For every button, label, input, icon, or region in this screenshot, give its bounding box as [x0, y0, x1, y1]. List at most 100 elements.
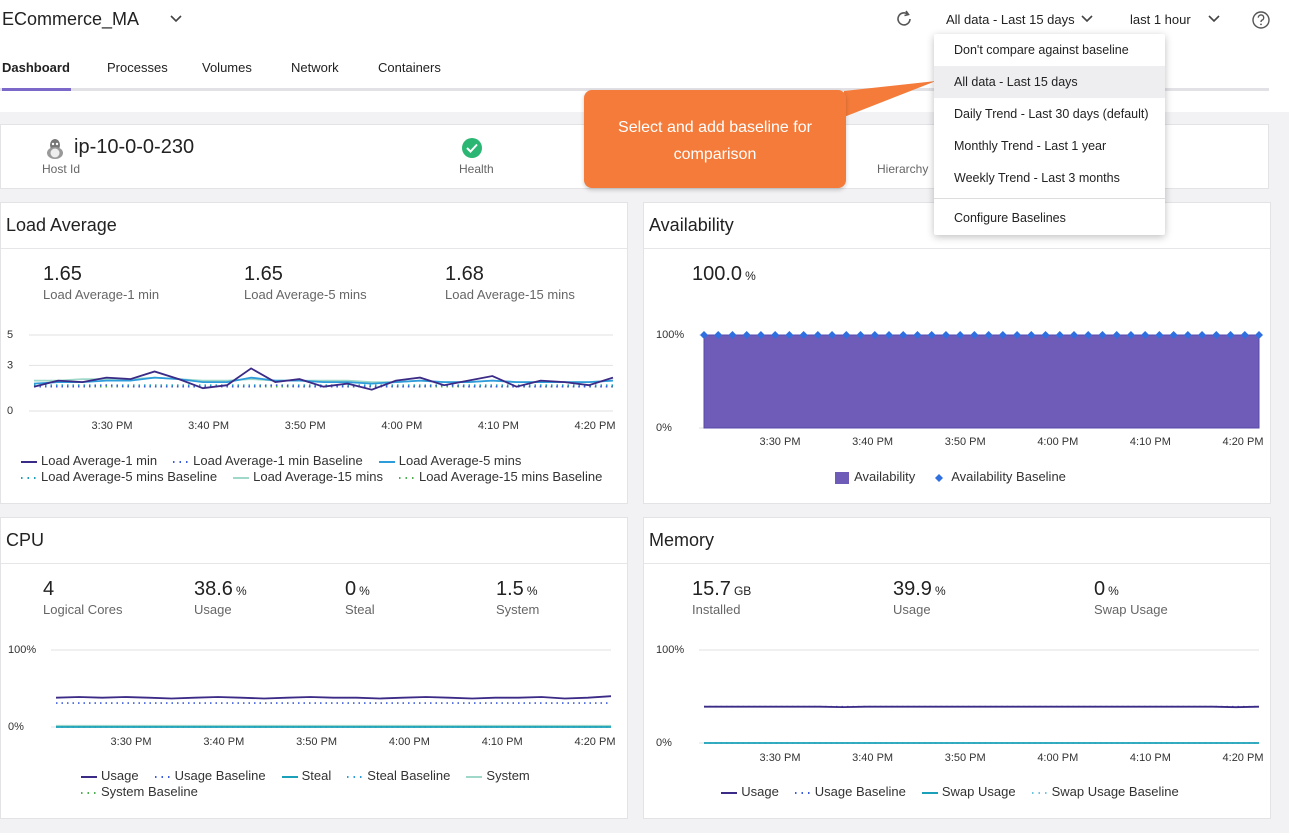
- legend-swatch: [398, 476, 415, 479]
- baseline-marker: [1084, 331, 1093, 339]
- host-id-label: Host Id: [42, 162, 81, 176]
- y-tick-label: 5: [7, 329, 13, 341]
- legend-item[interactable]: System Baseline: [81, 784, 198, 800]
- legend-item[interactable]: Load Average-1 min Baseline: [173, 453, 363, 469]
- x-tick-label: 3:30 PM: [760, 436, 801, 448]
- legend-swatch: [1031, 791, 1048, 794]
- legend-swatch: [81, 775, 97, 778]
- baseline-marker: [899, 331, 908, 339]
- tab[interactable]: Volumes: [202, 60, 252, 75]
- series-line: [33, 367, 614, 391]
- x-tick-label: 3:30 PM: [111, 736, 152, 748]
- metric-number: 4: [43, 578, 55, 600]
- baseline-chevron[interactable]: [1081, 14, 1093, 24]
- x-tick-label: 4:00 PM: [1037, 752, 1078, 764]
- legend-item[interactable]: System: [466, 768, 530, 784]
- range-chevron[interactable]: [1208, 14, 1220, 24]
- legend-item[interactable]: Load Average-15 mins: [233, 469, 383, 485]
- dropdown-item[interactable]: Configure Baselines: [954, 211, 1066, 225]
- panel-divider: [644, 248, 1270, 249]
- baseline-marker: [870, 331, 879, 339]
- tab-underline: [2, 88, 71, 91]
- legend-item[interactable]: Load Average-5 mins: [378, 453, 521, 469]
- metric-label: Usage: [893, 602, 931, 617]
- legend-label: Load Average-5 mins Baseline: [41, 469, 218, 484]
- legend-item[interactable]: Availability: [834, 469, 915, 485]
- metric-number: 1.5: [496, 578, 524, 600]
- legend-swatch: [378, 460, 395, 463]
- legend-item[interactable]: Usage: [81, 768, 139, 784]
- metric-number: 0: [1094, 578, 1106, 600]
- legend-swatch: [21, 460, 37, 463]
- legend-item[interactable]: Load Average-5 mins Baseline: [21, 469, 217, 485]
- baseline-marker: [771, 331, 780, 339]
- series-area: [703, 334, 1260, 429]
- panel-title: Memory: [649, 530, 715, 550]
- baseline-marker: [1098, 331, 1107, 339]
- refresh-icon[interactable]: [894, 9, 914, 29]
- legend-item[interactable]: Load Average-15 mins Baseline: [398, 469, 602, 485]
- help-icon[interactable]: [1251, 10, 1271, 30]
- legend-label: Usage: [101, 768, 139, 783]
- metric-unit: GB: [733, 584, 752, 598]
- legend-swatch: [835, 471, 850, 484]
- callout: Select and add baseline for comparison: [584, 90, 846, 188]
- health-icon: [462, 138, 482, 158]
- panel-title: Availability: [649, 215, 734, 235]
- legend-label: Availability: [854, 469, 916, 484]
- baseline-marker: [714, 331, 723, 339]
- health-label: Health: [459, 162, 494, 176]
- baseline-marker: [1240, 331, 1249, 339]
- app-chevron[interactable]: [170, 14, 182, 24]
- legend-swatch: [281, 775, 298, 778]
- dropdown-item[interactable]: Don't compare against baseline: [954, 43, 1129, 57]
- baseline-marker: [700, 331, 708, 339]
- metric-value: 1.65: [244, 263, 283, 286]
- legend-swatch: [154, 775, 171, 778]
- metric-unit: %: [359, 584, 370, 598]
- legend-item[interactable]: Usage: [721, 784, 779, 800]
- baseline-selector[interactable]: All data - Last 15 days: [946, 12, 1075, 27]
- dropdown-separator: [934, 198, 1165, 199]
- baseline-marker: [956, 331, 965, 339]
- baseline-marker: [799, 331, 808, 339]
- range-selector[interactable]: last 1 hour: [1130, 12, 1191, 27]
- baseline-marker: [913, 331, 922, 339]
- tab[interactable]: Containers: [378, 60, 441, 75]
- baseline-dropdown: Don't compare against baseline All data -…: [934, 34, 1165, 235]
- baseline-marker: [1255, 331, 1263, 339]
- tab[interactable]: Dashboard: [2, 60, 70, 75]
- app-name[interactable]: ECommerce_MA: [2, 9, 140, 29]
- tab[interactable]: Processes: [107, 60, 168, 75]
- dropdown-item[interactable]: Daily Trend - Last 30 days (default): [954, 107, 1149, 121]
- legend-item[interactable]: Availability Baseline: [931, 469, 1066, 485]
- dropdown-item[interactable]: Weekly Trend - Last 3 months: [954, 171, 1120, 185]
- tab[interactable]: Network: [291, 60, 339, 75]
- legend-item[interactable]: Swap Usage Baseline: [1031, 784, 1179, 800]
- y-tick-label: 3: [7, 359, 13, 371]
- y-tick-label: 0: [7, 405, 13, 417]
- baseline-marker: [1055, 331, 1064, 339]
- legend-item[interactable]: Swap Usage: [921, 784, 1016, 800]
- baseline-marker: [813, 331, 822, 339]
- legend-item[interactable]: Steal Baseline: [347, 768, 450, 784]
- legend: Load Average-1 min Load Average-1 min Bas…: [21, 453, 621, 485]
- baseline-marker: [856, 331, 865, 339]
- x-tick-label: 3:30 PM: [92, 420, 133, 432]
- legend-label: System Baseline: [101, 784, 198, 799]
- series-line: [33, 376, 614, 385]
- dropdown-item[interactable]: Monthly Trend - Last 1 year: [954, 139, 1107, 153]
- legend-label: Steal: [301, 768, 332, 783]
- panel-divider: [1, 563, 627, 564]
- legend-item[interactable]: Load Average-1 min: [21, 453, 157, 469]
- legend-item[interactable]: Steal: [281, 768, 332, 784]
- legend-item[interactable]: Usage Baseline: [154, 768, 266, 784]
- legend-label: Steal Baseline: [367, 768, 451, 783]
- baseline-marker: [742, 331, 751, 339]
- legend-item[interactable]: Usage Baseline: [794, 784, 906, 800]
- dropdown-item[interactable]: All data - Last 15 days: [934, 66, 1165, 98]
- baseline-marker: [728, 331, 737, 339]
- metric-label: Usage: [194, 602, 232, 617]
- panel-title: Load Average: [6, 215, 117, 235]
